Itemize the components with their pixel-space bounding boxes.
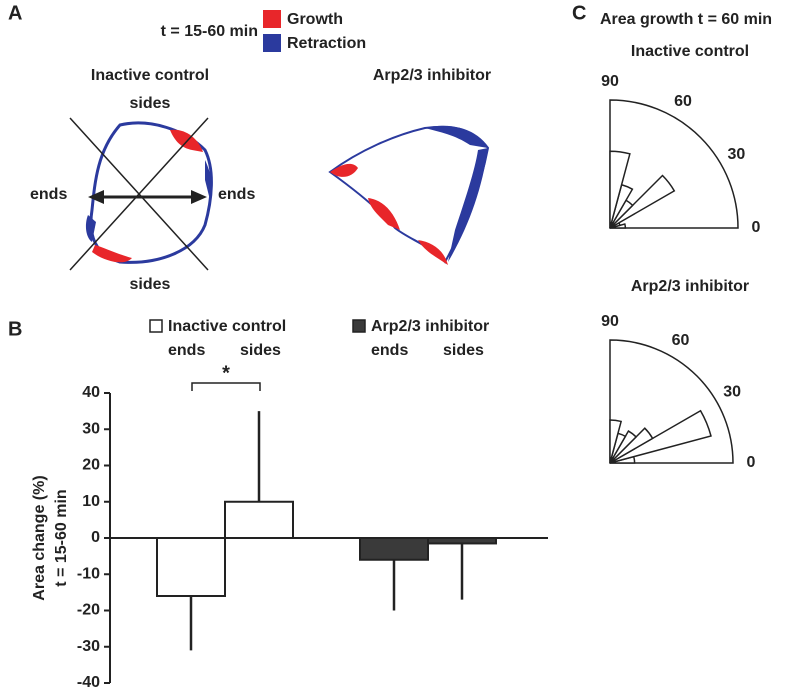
y-tick-label: 30 xyxy=(82,420,100,437)
legend-swatch xyxy=(149,319,163,333)
legend-label: Retraction xyxy=(287,35,366,52)
angle-tick-label: 60 xyxy=(674,93,692,110)
legend-label: Growth xyxy=(287,11,343,28)
bar xyxy=(224,500,294,539)
panel-label: A xyxy=(8,2,22,24)
direction-label: ends xyxy=(218,186,255,203)
y-tick-label: 10 xyxy=(82,493,100,510)
legend-category: ends xyxy=(371,342,408,359)
rose-wedge xyxy=(609,430,638,464)
legend-category: sides xyxy=(443,342,484,359)
angle-tick-label: 0 xyxy=(752,219,761,236)
angle-tick-label: 60 xyxy=(672,332,690,349)
cell-title: Arp2/3 inhibitor xyxy=(373,67,491,84)
significance-bracket xyxy=(191,382,261,391)
bar xyxy=(156,537,226,597)
bar xyxy=(359,537,429,561)
rose-wedge xyxy=(609,419,623,464)
significance-label: * xyxy=(222,362,230,384)
direction-label: sides xyxy=(130,276,171,293)
panel-label: C xyxy=(572,2,586,24)
y-tick-label: -40 xyxy=(77,674,100,691)
y-tick-label: -20 xyxy=(77,602,100,619)
y-tick-label: 20 xyxy=(82,457,100,474)
y-tick-label: 40 xyxy=(82,384,100,401)
legend-swatch xyxy=(352,319,366,333)
chart-subtitle: Arp2/3 inhibitor xyxy=(631,278,749,295)
legend-category: ends xyxy=(168,342,205,359)
direction-label: ends xyxy=(30,186,67,203)
angle-tick-label: 90 xyxy=(601,313,619,330)
rose-wedge xyxy=(609,174,676,229)
legend-swatch xyxy=(263,34,281,52)
y-axis-label: t = 15-60 min xyxy=(53,489,70,586)
cell-title: Inactive control xyxy=(91,67,209,84)
cell-image xyxy=(69,117,490,271)
legend-label: Inactive control xyxy=(168,318,286,335)
y-axis-label: Area change (%) xyxy=(31,475,48,600)
angle-tick-label: 90 xyxy=(601,73,619,90)
legend-label: Arp2/3 inhibitor xyxy=(371,318,489,335)
rose-wedge xyxy=(609,409,712,464)
rose-wedge xyxy=(609,427,654,464)
angle-tick-label: 30 xyxy=(723,384,741,401)
angle-tick-label: 0 xyxy=(747,454,756,471)
chart-subtitle: Inactive control xyxy=(631,43,749,60)
y-tick-label: -30 xyxy=(77,638,100,655)
polar-frame xyxy=(609,339,734,464)
y-tick-label: 0 xyxy=(91,529,100,546)
angle-tick-label: 30 xyxy=(728,146,746,163)
polar-frame xyxy=(609,99,739,229)
y-tick-label: -10 xyxy=(77,565,100,582)
legend-category: sides xyxy=(240,342,281,359)
panel-label: B xyxy=(8,318,22,340)
legend-swatch xyxy=(263,10,281,28)
rose-wedge xyxy=(609,150,631,229)
chart-title: Area growth t = 60 min xyxy=(600,11,772,28)
direction-label: sides xyxy=(130,95,171,112)
time-label: t = 15-60 min xyxy=(161,23,258,40)
